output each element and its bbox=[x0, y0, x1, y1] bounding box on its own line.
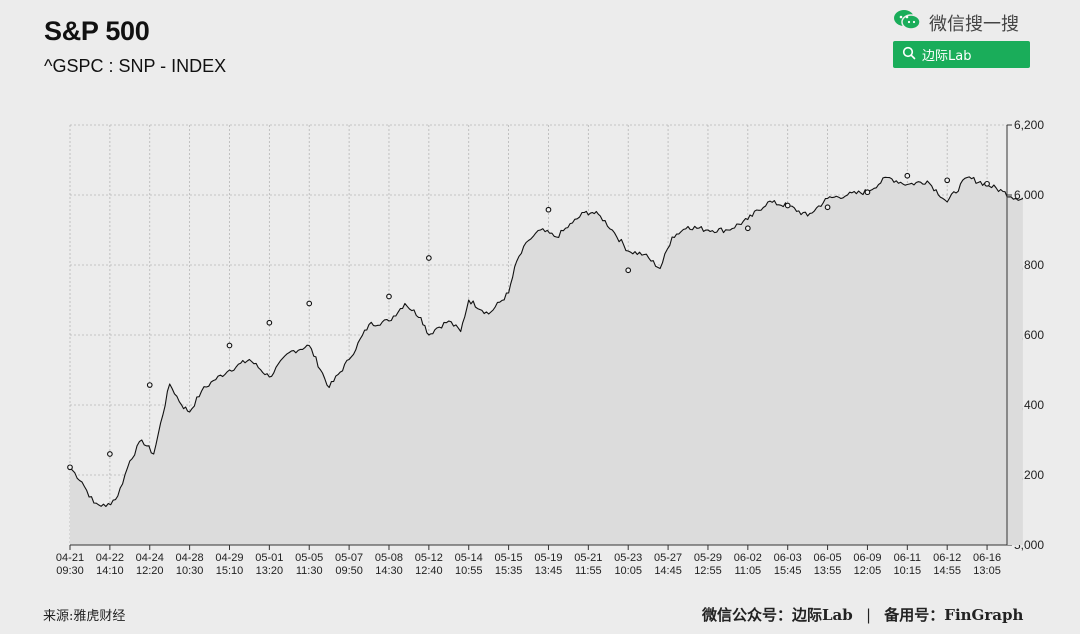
series-area bbox=[70, 176, 1023, 545]
x-tick-label-time: 13:05 bbox=[973, 565, 1001, 577]
x-tick-label-time: 13:20 bbox=[256, 565, 284, 577]
x-tick-label-time: 10:30 bbox=[176, 565, 204, 577]
x-tick-label-date: 05-08 bbox=[375, 552, 403, 564]
x-tick-label-time: 09:50 bbox=[335, 565, 363, 577]
data-point-marker bbox=[107, 451, 113, 457]
wechat-icon bbox=[893, 9, 921, 36]
x-tick-label-date: 05-12 bbox=[415, 552, 443, 564]
x-tick-label-date: 06-16 bbox=[973, 552, 1001, 564]
x-tick-label-time: 10:15 bbox=[894, 565, 922, 577]
x-tick-label-date: 06-11 bbox=[894, 552, 921, 564]
x-tick-label-time: 13:45 bbox=[535, 565, 563, 577]
footer-credits: 微信公众号：边际Lab | 备用号：FinGraph bbox=[702, 604, 1023, 625]
x-tick-label-date: 05-07 bbox=[335, 552, 363, 564]
data-point-marker bbox=[306, 300, 313, 307]
chart-subtitle: ^GSPC : SNP - INDEX bbox=[44, 56, 227, 76]
x-tick-label-date: 04-29 bbox=[215, 552, 243, 564]
x-tick-label-date: 06-03 bbox=[774, 552, 802, 564]
x-tick-label-time: 12:55 bbox=[694, 565, 722, 577]
x-tick-label-date: 06-02 bbox=[734, 552, 762, 564]
x-tick-label-time: 13:55 bbox=[814, 565, 842, 577]
x-tick-label-time: 10:05 bbox=[614, 565, 642, 577]
x-tick-label-date: 04-21 bbox=[56, 552, 84, 564]
x-tick-label-date: 05-05 bbox=[295, 552, 323, 564]
x-tick-label-time: 14:55 bbox=[933, 565, 961, 577]
x-tick-label-date: 05-23 bbox=[614, 552, 642, 564]
x-tick-label-date: 05-01 bbox=[255, 552, 283, 564]
data-point-marker bbox=[67, 464, 73, 471]
x-tick-label-time: 11:05 bbox=[734, 565, 761, 577]
source-note: 来源:雅虎财经 bbox=[43, 609, 126, 624]
x-tick-label-date: 04-24 bbox=[136, 552, 164, 564]
x-tick-label-time: 14:10 bbox=[96, 565, 124, 577]
data-point-marker bbox=[944, 177, 951, 184]
search-button-label: 边际Lab bbox=[922, 49, 972, 64]
x-tick-label-time: 10:55 bbox=[455, 565, 483, 577]
x-tick-label-date: 05-14 bbox=[455, 552, 483, 564]
data-point-marker bbox=[545, 206, 552, 213]
x-tick-label-time: 11:55 bbox=[575, 565, 602, 577]
x-tick-label-time: 15:45 bbox=[774, 565, 802, 577]
x-tick-label-time: 15:35 bbox=[495, 565, 523, 577]
x-tick-label-date: 04-22 bbox=[96, 552, 124, 564]
search-button[interactable]: 边际Lab bbox=[893, 41, 1030, 68]
data-point-marker bbox=[266, 319, 273, 326]
x-tick-label-time: 14:30 bbox=[375, 565, 403, 577]
data-point-marker bbox=[386, 293, 392, 300]
data-point-marker bbox=[824, 204, 831, 211]
wechat-search-header[interactable]: 微信搜一搜 bbox=[893, 9, 1019, 36]
data-point-marker bbox=[984, 180, 990, 187]
x-tick-label-date: 05-27 bbox=[654, 552, 682, 564]
x-tick-label-time: 12:40 bbox=[415, 565, 443, 577]
data-point-marker bbox=[784, 202, 791, 209]
account-label: 微信公众号：边际Lab bbox=[702, 606, 853, 624]
search-icon bbox=[902, 46, 916, 64]
data-point-marker bbox=[904, 172, 911, 179]
x-tick-label-date: 06-09 bbox=[853, 552, 881, 564]
x-tick-label-time: 14:45 bbox=[654, 565, 682, 577]
chart-title: S&P 500 bbox=[44, 16, 150, 46]
x-tick-label-time: 12:20 bbox=[136, 565, 164, 577]
x-tick-label-time: 12:05 bbox=[854, 565, 882, 577]
data-point-marker bbox=[625, 267, 632, 274]
x-tick-label-date: 05-19 bbox=[534, 552, 562, 564]
x-tick-label-time: 15:10 bbox=[216, 565, 244, 577]
y-tick-label: 6,200 bbox=[1014, 118, 1044, 132]
x-tick-label-time: 09:30 bbox=[56, 565, 84, 577]
wechat-search-text: 微信搜一搜 bbox=[929, 13, 1019, 35]
x-tick-label-date: 05-29 bbox=[694, 552, 722, 564]
data-point-marker bbox=[744, 225, 751, 232]
x-tick-label-date: 06-05 bbox=[814, 552, 842, 564]
data-point-marker bbox=[146, 382, 153, 388]
data-point-marker bbox=[864, 189, 871, 196]
x-tick-label-date: 06-12 bbox=[933, 552, 961, 564]
x-tick-label-date: 05-15 bbox=[495, 552, 523, 564]
x-tick-label-time: 11:30 bbox=[296, 565, 323, 577]
x-tick-label-date: 05-21 bbox=[574, 552, 602, 564]
backup-label: 备用号：FinGraph bbox=[884, 606, 1024, 624]
data-point-marker bbox=[226, 342, 233, 349]
data-point-marker bbox=[426, 255, 432, 261]
footer-separator: | bbox=[866, 606, 872, 624]
x-tick-label-date: 04-28 bbox=[176, 552, 204, 564]
